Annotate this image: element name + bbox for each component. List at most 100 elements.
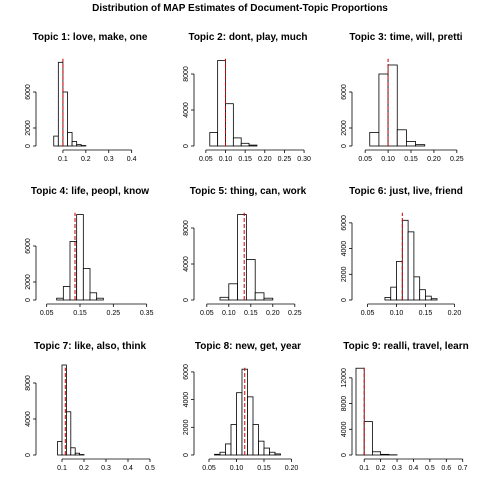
panel-4-bar-2: [62, 286, 71, 301]
panel-6-bar-6: [413, 276, 421, 301]
panel-8-bar-4: [230, 424, 237, 456]
panel-2-x-tick-label-3: 0.15: [238, 156, 252, 163]
panel-7-bar-5: [74, 452, 80, 456]
panel-7-x-tick-label-4: 0.4: [123, 465, 133, 472]
panel-8-bar-12: [274, 453, 281, 456]
panel-5-bar-2: [228, 283, 239, 301]
panel-4-x-tick-label-3: 0.25: [107, 310, 121, 317]
panel-8-bar-1: [214, 453, 221, 456]
panel-4-title: Topic 4: life, peopl, know: [31, 186, 149, 197]
panel-6-y-tick-label-1: 0: [341, 298, 348, 302]
panel-8-title: Topic 8: new, get, year: [195, 341, 301, 352]
panel-6-bar-1: [384, 297, 392, 301]
panel-8-y-tick-label-3: 4000: [183, 392, 190, 408]
panel-3-bar-1: [369, 132, 380, 147]
panel-6-bar-4: [401, 219, 409, 301]
panel-1-x-tick-label-4: 0.4: [127, 156, 137, 163]
panel-5-x-tick-label-1: 0.05: [200, 310, 214, 317]
panel-5-bar-5: [254, 292, 265, 301]
panel-9-x-tick-label-4: 0.4: [409, 465, 419, 472]
panel-1-x-tick-label-1: 0.1: [58, 156, 68, 163]
panel-9-title: Topic 9: realli, travel, learn: [343, 341, 468, 352]
panel-7-bar-3: [66, 411, 72, 456]
panel-4-bar-4: [76, 214, 84, 301]
figure-title: Distribution of MAP Estimates of Documen…: [92, 3, 388, 14]
panel-1-bar-3: [62, 91, 68, 147]
panel-9-bar-3: [372, 451, 382, 456]
panel-4-bar-3: [69, 241, 78, 301]
panel-3-x-tick-label-5: 0.25: [450, 156, 464, 163]
panel-7-bar-1: [57, 441, 63, 456]
panel-9-y-tick-label-4: 12000: [341, 368, 348, 388]
panel-9-bar-1: [355, 367, 365, 456]
panel-4-x-tick-label-4: 0.35: [140, 310, 154, 317]
panel-6-bar-7: [419, 289, 426, 301]
panel-3-x-tick-label-1: 0.05: [358, 156, 372, 163]
panel-1-bar-5: [71, 141, 78, 147]
panel-9-y-tick-label-1: 0: [341, 453, 348, 457]
panel-3-x-tick-label-4: 0.20: [427, 156, 441, 163]
panel-5-x-tick-label-4: 0.20: [266, 310, 280, 317]
panel-3-y-tick-label-3: 6000: [341, 84, 348, 100]
panel-4-bar-5: [82, 268, 91, 301]
panel-5-x-tick-label-3: 0.15: [244, 310, 258, 317]
panel-1-y-tick-label-1: 0: [25, 144, 32, 148]
panel-4-bar-6: [89, 292, 98, 301]
panel-4-y-tick-label-2: 2000: [25, 274, 32, 290]
panel-2-bar-4: [232, 137, 242, 147]
panel-6-x-tick-label-3: 0.15: [419, 310, 433, 317]
panel-8-bar-10: [263, 447, 270, 456]
panel-8-x-tick-label-1: 0.05: [202, 465, 216, 472]
panel-5-x-tick-label-2: 0.10: [222, 310, 236, 317]
panel-7-bar-4: [70, 447, 76, 456]
panel-1-x-tick-label-3: 0.3: [104, 156, 114, 163]
panel-5-bar-3: [237, 214, 247, 301]
panel-9-x-tick-label-3: 0.3: [392, 465, 402, 472]
panel-8-bar-2: [219, 451, 226, 456]
panel-2-bar-6: [248, 144, 258, 147]
panel-3-bar-4: [396, 129, 407, 147]
panel-8-bar-7: [247, 396, 254, 456]
panel-6-x-tick-label-2: 0.10: [390, 310, 404, 317]
panel-9-x-tick-label-5: 0.5: [425, 465, 435, 472]
panel-4-bar-1: [56, 297, 64, 301]
panel-6-bar-3: [396, 261, 403, 301]
panel-8-bar-5: [236, 392, 243, 456]
panel-8-bar-11: [269, 451, 276, 456]
panel-6-title: Topic 6: just, live, friend: [349, 186, 463, 197]
panel-2-y-tick-label-1: 0: [183, 144, 190, 148]
panel-3-x-tick-label-3: 0.15: [404, 156, 418, 163]
panel-6-x-tick-label-4: 0.20: [448, 310, 462, 317]
panel-6-bar-9: [430, 298, 438, 301]
panel-9-x-tick-label-1: 0.1: [359, 465, 369, 472]
panel-6-y-tick-label-4: 6000: [341, 215, 348, 231]
panel-5-x-tick-label-5: 0.25: [288, 310, 302, 317]
panel-7-y-tick-label-3: 8000: [25, 375, 32, 391]
panel-9-x-tick-label-2: 0.2: [376, 465, 386, 472]
panel-4-x-tick-label-1: 0.05: [40, 310, 54, 317]
panel-1-y-tick-label-3: 6000: [25, 84, 32, 100]
panel-5-bar-1: [219, 296, 230, 301]
panel-1-bar-4: [67, 132, 73, 147]
panel-2-x-tick-label-1: 0.05: [199, 156, 213, 163]
panel-4-bar-7: [96, 297, 104, 301]
panel-8-y-tick-label-1: 0: [183, 453, 190, 457]
panel-7-x-tick-label-2: 0.2: [79, 465, 89, 472]
panel-8-bar-9: [258, 440, 265, 456]
panel-9-bar-2: [363, 421, 373, 456]
panel-1-title: Topic 1: love, make, one: [33, 32, 148, 43]
panel-2-x-tick-label-2: 0.10: [219, 156, 233, 163]
panel-2-bar-5: [240, 142, 250, 147]
panel-5-bar-4: [245, 259, 256, 301]
panel-5-y-tick-label-1: 0: [183, 298, 190, 302]
panel-2-bar-3: [225, 103, 234, 147]
panel-8-y-tick-label-4: 6000: [183, 364, 190, 380]
panel-6-x-tick-label-1: 0.05: [361, 310, 375, 317]
panel-9-y-tick-label-3: 8000: [341, 396, 348, 412]
panel-8-y-tick-label-2: 2000: [183, 419, 190, 435]
panel-4-y-tick-label-3: 6000: [25, 238, 32, 254]
panel-3-y-tick-label-2: 2000: [341, 120, 348, 136]
panel-9-y-tick-label-2: 4000: [341, 421, 348, 437]
panel-3-y-tick-label-1: 0: [341, 144, 348, 148]
